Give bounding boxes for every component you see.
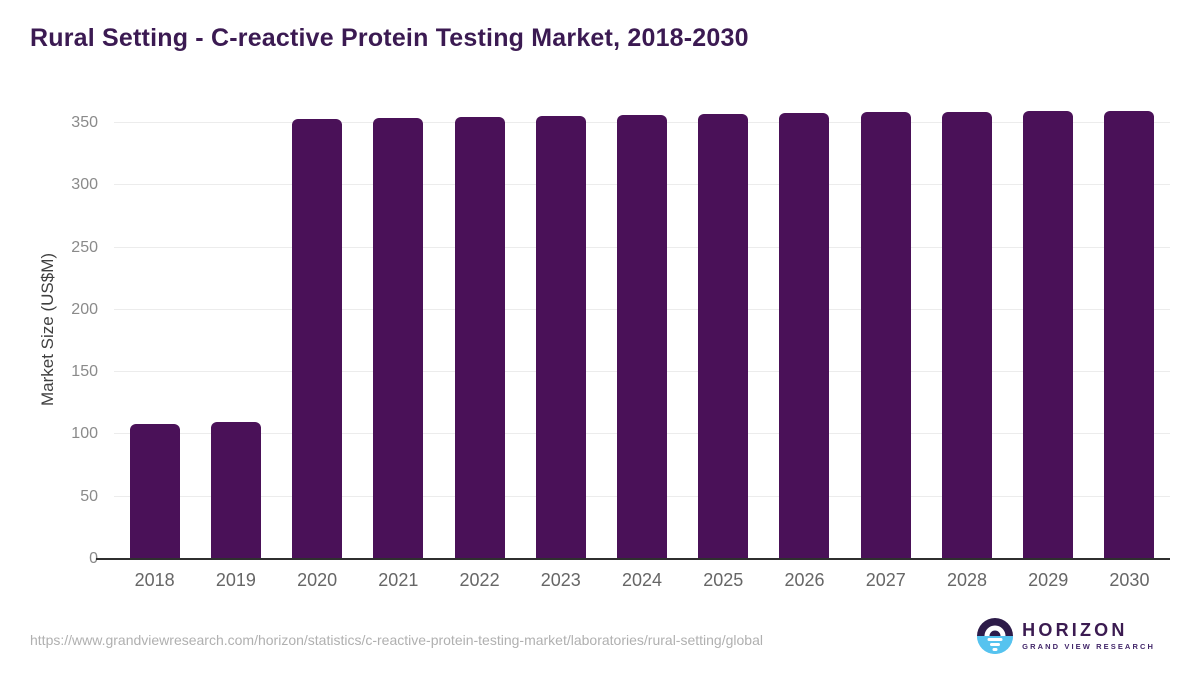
x-tick-label: 2030 — [1109, 570, 1150, 590]
bar-slot — [601, 100, 682, 559]
logo-text: HORIZON GRAND VIEW RESEARCH — [1022, 621, 1155, 651]
bar-chart-plot-area: 0 50 100 150 200 250 300 350 2018 2019 2020 2021 20… — [71, 100, 1170, 590]
chart-title: Rural Setting - C-reactive Protein Testi… — [30, 24, 749, 52]
y-tick-label: 250 — [71, 238, 98, 256]
y-axis-title: Market Size (US$M) — [38, 252, 57, 407]
horizon-logo-icon — [977, 618, 1014, 654]
source-url: https://www.grandviewresearch.com/horizo… — [30, 632, 763, 648]
bar-2024 — [617, 114, 668, 559]
x-tick-label: 2020 — [297, 570, 338, 590]
bar-slot — [439, 100, 520, 559]
bar-2026 — [779, 113, 830, 559]
bar-2021 — [373, 118, 424, 559]
bar-2020 — [292, 119, 343, 559]
bar-2022 — [454, 116, 505, 559]
bar-2030 — [1104, 110, 1155, 559]
y-tick-label: 200 — [71, 300, 98, 318]
logo-name: HORIZON — [1022, 620, 1128, 641]
x-axis-line — [96, 558, 1170, 560]
bar-2023 — [535, 116, 586, 559]
bar-2018 — [129, 424, 180, 559]
y-tick-label: 300 — [71, 176, 98, 194]
y-tick-label: 350 — [71, 114, 98, 131]
x-tick-label: 2028 — [946, 570, 987, 590]
y-tick-label: 0 — [89, 550, 98, 567]
bar-series — [114, 100, 1170, 559]
bar-slot — [114, 100, 195, 559]
x-tick-labels: 2018 2019 2020 2021 2022 2023 2024 2025 2026 2027… — [114, 570, 1170, 591]
bar-slot — [845, 100, 926, 559]
bar-2029 — [1023, 111, 1074, 559]
x-tick-label: 2024 — [622, 570, 663, 590]
bar-slot — [520, 100, 601, 559]
bar-2025 — [698, 113, 749, 559]
x-tick-label: 2023 — [540, 570, 581, 590]
y-tick-label: 50 — [80, 487, 98, 505]
bar-2027 — [860, 112, 911, 559]
bar-slot — [195, 100, 276, 559]
bar-slot — [1089, 100, 1170, 559]
bar-slot — [1008, 100, 1089, 559]
bar-slot — [683, 100, 764, 559]
logo-tagline: GRAND VIEW RESEARCH — [1022, 642, 1155, 652]
y-tick-label: 150 — [71, 363, 98, 381]
x-tick-label: 2029 — [1028, 570, 1069, 590]
x-tick-label: 2018 — [134, 570, 175, 590]
bar-2028 — [941, 111, 992, 559]
horizon-logo: HORIZON GRAND VIEW RESEARCH — [977, 618, 1155, 654]
x-tick-label: 2027 — [865, 570, 906, 590]
x-tick-label: 2022 — [459, 570, 500, 590]
bar-slot — [764, 100, 845, 559]
x-tick-label: 2019 — [215, 570, 256, 590]
y-tick-label: 100 — [71, 425, 98, 443]
bar-2019 — [210, 421, 261, 559]
bar-slot — [276, 100, 357, 559]
x-tick-label: 2026 — [784, 570, 825, 590]
x-tick-label: 2021 — [378, 570, 419, 590]
bar-slot — [926, 100, 1007, 559]
bar-slot — [358, 100, 439, 559]
x-tick-label: 2025 — [703, 570, 744, 590]
water-icon — [977, 636, 1014, 654]
